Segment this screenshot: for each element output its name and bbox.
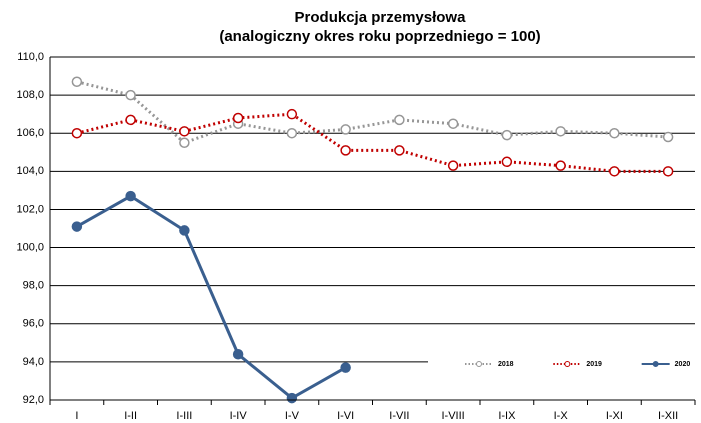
legend-marker: [476, 361, 482, 367]
series-line: [76, 80, 669, 145]
y-tick-label: 106,0: [16, 127, 44, 139]
y-tick-label: 100,0: [16, 241, 44, 253]
data-point: [125, 114, 136, 126]
data-point: [394, 114, 405, 126]
data-point: [286, 108, 298, 120]
series-line: [76, 112, 669, 173]
y-tick-label: 94,0: [23, 356, 44, 368]
x-tick-label: I-IX: [498, 410, 516, 422]
x-tick-label: I: [75, 410, 78, 422]
data-point: [232, 349, 244, 360]
data-point: [71, 127, 83, 139]
x-tick-label: I-II: [124, 410, 137, 422]
legend-label: 2019: [586, 361, 602, 368]
data-point: [179, 225, 190, 236]
data-point: [179, 137, 190, 148]
y-tick-label: 104,0: [16, 165, 44, 177]
data-point: [501, 129, 513, 141]
data-point: [609, 127, 620, 139]
data-point: [447, 160, 459, 171]
legend-marker: [652, 361, 659, 367]
data-point: [447, 118, 459, 129]
data-point: [555, 160, 566, 171]
x-tick-label: I-XI: [606, 410, 623, 422]
data-point: [179, 126, 190, 137]
x-tick-label: I-XII: [658, 410, 678, 422]
x-tick-label: I-VI: [337, 410, 354, 422]
data-point: [286, 127, 298, 139]
legend-label: 2020: [675, 361, 691, 368]
data-point: [555, 126, 566, 137]
x-tick-label: I-X: [554, 410, 569, 422]
data-point: [286, 392, 298, 404]
series-line: [76, 194, 347, 400]
x-tick-label: I-V: [285, 410, 300, 422]
y-tick-label: 92,0: [23, 394, 44, 406]
y-tick-label: 96,0: [23, 318, 44, 330]
y-tick-label: 98,0: [23, 280, 44, 292]
data-point: [71, 221, 83, 232]
data-point: [71, 76, 83, 88]
data-point: [340, 145, 351, 156]
data-point: [501, 156, 513, 168]
x-tick-label: I-III: [176, 410, 192, 422]
data-point: [125, 89, 136, 101]
y-tick-label: 110,0: [17, 51, 44, 63]
data-point: [125, 190, 136, 202]
data-point: [662, 166, 674, 177]
x-tick-label: I-VIII: [442, 410, 465, 422]
x-tick-label: I-IV: [230, 410, 248, 422]
x-tick-label: I-VII: [389, 410, 409, 422]
legend-label: 2018: [498, 361, 514, 368]
data-point: [340, 362, 351, 373]
data-point: [232, 112, 244, 124]
y-tick-label: 108,0: [16, 89, 44, 101]
chart-title: Produkcja przemysłowa: [295, 9, 467, 26]
data-point: [340, 124, 351, 135]
chart-subtitle: (analogiczny okres roku poprzedniego = 1…: [219, 28, 540, 45]
data-point: [394, 145, 405, 156]
legend-marker: [564, 361, 571, 367]
data-point: [609, 166, 620, 177]
y-tick-label: 102,0: [16, 203, 44, 215]
data-point: [662, 131, 674, 143]
